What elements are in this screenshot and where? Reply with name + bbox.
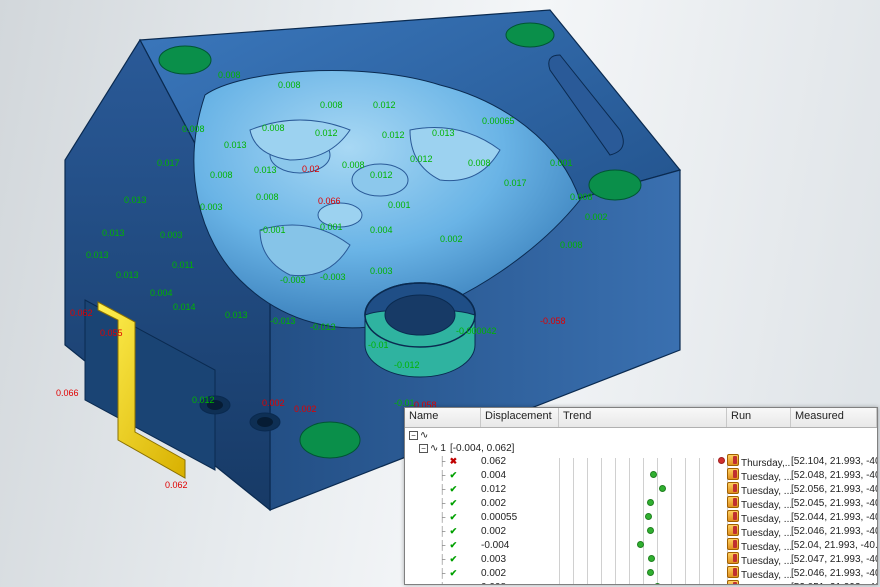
- run-icon: [727, 538, 739, 550]
- displacement-value: 0.002: [481, 526, 559, 537]
- group-range: [-0.004, 0.062]: [450, 443, 515, 454]
- panel-header: Name Displacement Trend Run Measured: [405, 408, 877, 428]
- run-icon: [727, 552, 739, 564]
- result-row[interactable]: ├✔0.00055Tuesday, ...[52.044, 21.993, -4…: [405, 510, 877, 524]
- run-icon: [727, 566, 739, 578]
- trend-dot: [650, 471, 657, 478]
- pass-icon: ✔: [448, 554, 458, 564]
- displacement-value: -0.004: [481, 540, 559, 551]
- measured-value: [52.04, 21.993, -40.133]: [791, 540, 877, 551]
- displacement-value: 0.003: [481, 554, 559, 565]
- displacement-value: 0.062: [481, 456, 559, 467]
- trend-dot: [659, 485, 666, 492]
- result-row[interactable]: ├✔0.012Tuesday, ...[52.056, 21.993, -40.…: [405, 482, 877, 496]
- col-header-run[interactable]: Run: [727, 408, 791, 427]
- run-icon: [727, 454, 739, 466]
- result-row[interactable]: ├✔0.002Tuesday, ...[52.046, 21.993, -40.…: [405, 566, 877, 580]
- result-row[interactable]: ├✔0.003Tuesday, ...[52.047, 21.993, -40.…: [405, 552, 877, 566]
- result-row[interactable]: ├✔0.002Tuesday, ...[52.046, 21.993, -40.…: [405, 524, 877, 538]
- run-icon: [727, 580, 739, 585]
- wave-icon: ∿: [420, 430, 428, 441]
- measured-value: [52.051, 21.993, -40.1...: [791, 582, 877, 585]
- col-header-trend[interactable]: Trend: [559, 408, 727, 427]
- displacement-value: 0.012: [481, 484, 559, 495]
- run-icon: [727, 482, 739, 494]
- trend-dot: [654, 583, 661, 584]
- run-date: Tuesday, ...: [741, 584, 791, 585]
- inspection-results-panel[interactable]: Name Displacement Trend Run Measured − ∿…: [404, 407, 878, 585]
- pass-icon: ✔: [448, 484, 458, 494]
- cad-viewport[interactable]: 0.0080.0080.0080.0120.0080.0130.0080.012…: [0, 0, 880, 587]
- result-row[interactable]: ├✔0.002Tuesday, ...[52.045, 21.993, -40.…: [405, 496, 877, 510]
- run-icon: [727, 510, 739, 522]
- collapse-icon[interactable]: −: [409, 431, 418, 440]
- measured-value: [52.046, 21.993, -40.1...: [791, 568, 877, 579]
- run-icon: [727, 468, 739, 480]
- displacement-value: 0.004: [481, 470, 559, 481]
- fail-icon: ✖: [448, 456, 458, 466]
- run-icon: [727, 524, 739, 536]
- result-row[interactable]: ├✔0.004Tuesday, ...[52.048, 21.993, -40.…: [405, 468, 877, 482]
- pass-icon: ✔: [448, 582, 458, 585]
- result-rows: ├✖0.062Thursday,...[52.104, 21.993, -40.…: [405, 454, 877, 584]
- result-row[interactable]: └✔0.008Tuesday, ...[52.051, 21.993, -40.…: [405, 580, 877, 584]
- measured-value: [52.044, 21.993, -40.1...: [791, 512, 877, 523]
- trend-dot: [645, 513, 652, 520]
- measured-value: [52.046, 21.993, -40.1...: [791, 526, 877, 537]
- pass-icon: ✔: [448, 498, 458, 508]
- measured-value: [52.045, 21.993, -40.1...: [791, 498, 877, 509]
- measured-value: [52.104, 21.993, -40.1...: [791, 456, 877, 467]
- measured-value: [52.048, 21.993, -40.1...: [791, 470, 877, 481]
- pass-icon: ✔: [448, 568, 458, 578]
- run-icon: [727, 496, 739, 508]
- wave-icon: ∿: [430, 443, 438, 454]
- displacement-value: 0.002: [481, 568, 559, 579]
- trend-dot: [637, 541, 644, 548]
- collapse-icon[interactable]: −: [419, 444, 428, 453]
- result-row[interactable]: ├✖0.062Thursday,...[52.104, 21.993, -40.…: [405, 454, 877, 468]
- measured-value: [52.056, 21.993, -40.1...: [791, 484, 877, 495]
- panel-body[interactable]: − ∿ − ∿ 1 [-0.004, 0.062] ├✖0.062Thursda…: [405, 428, 877, 584]
- displacement-value: 0.002: [481, 498, 559, 509]
- trend-dot: [647, 527, 654, 534]
- col-header-disp[interactable]: Displacement: [481, 408, 559, 427]
- measured-value: [52.047, 21.993, -40.1...: [791, 554, 877, 565]
- displacement-value: 0.008: [481, 582, 559, 585]
- col-header-meas[interactable]: Measured: [791, 408, 877, 427]
- trend-dot: [647, 499, 654, 506]
- pass-icon: ✔: [448, 470, 458, 480]
- col-header-name[interactable]: Name: [405, 408, 481, 427]
- pass-icon: ✔: [448, 512, 458, 522]
- trend-dot: [647, 569, 654, 576]
- trend-dot: [718, 457, 725, 464]
- pass-icon: ✔: [448, 540, 458, 550]
- tree-root[interactable]: − ∿: [405, 428, 877, 443]
- tree-group[interactable]: − ∿ 1 [-0.004, 0.062]: [405, 443, 877, 454]
- displacement-value: 0.00055: [481, 512, 559, 523]
- pass-icon: ✔: [448, 526, 458, 536]
- trend-dot: [648, 555, 655, 562]
- group-label: 1: [440, 443, 446, 454]
- result-row[interactable]: ├✔-0.004Tuesday, ...[52.04, 21.993, -40.…: [405, 538, 877, 552]
